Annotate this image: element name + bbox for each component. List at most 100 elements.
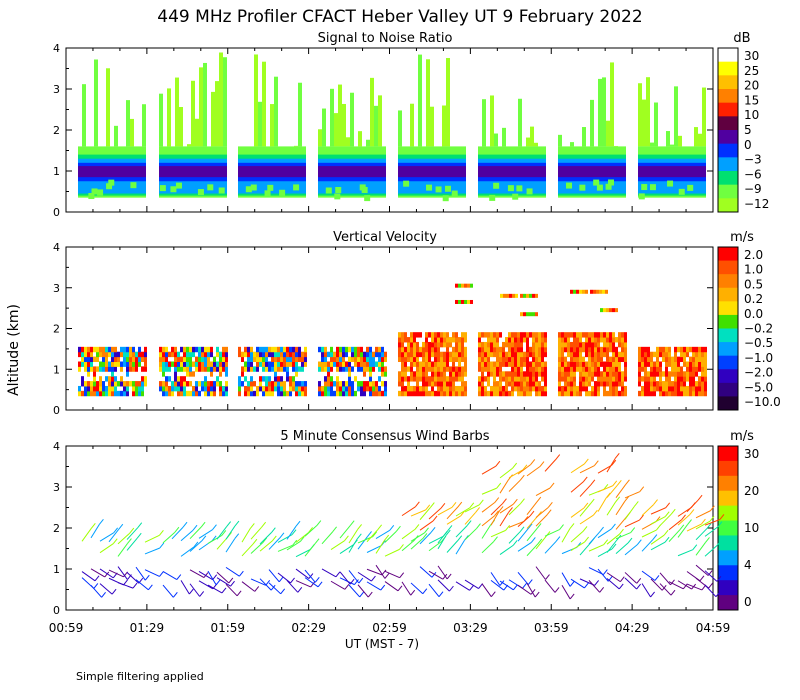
velocity-cell [567,371,570,377]
snr-cell [646,77,650,147]
wind-barb-flag [292,539,298,546]
velocity-cell [283,366,286,372]
velocity-cell [416,376,419,382]
y-tick-label: 0 [53,206,60,219]
velocity-cell [289,376,292,382]
velocity-cell [455,390,458,397]
velocity-cell [621,390,624,397]
velocity-cell [210,361,213,367]
plot-data [81,453,725,600]
velocity-cell [505,385,508,392]
velocity-cell [327,390,330,397]
velocity-cell [277,361,280,367]
velocity-cell [653,366,656,372]
colorbar-label: −0.5 [744,336,773,350]
colorbar-swatch [718,61,738,76]
velocity-cell [174,346,177,353]
velocity-cell [692,381,695,387]
wind-barb-flag [611,543,617,550]
velocity-cell [207,361,210,367]
wind-barb [375,539,386,554]
velocity-cell [195,381,198,387]
velocity-cell [541,371,544,377]
wind-barb [490,511,500,526]
wind-barb [225,538,236,553]
velocity-cell [301,381,304,387]
wind-barb-flag [527,579,533,585]
velocity-cell [490,346,493,353]
velocity-cell [573,361,576,367]
wind-barb-flag [624,496,630,502]
snr-cell [493,182,500,189]
wind-barb [99,543,114,554]
colorbar-label: 30 [744,447,759,461]
velocity-cell [529,371,532,377]
velocity-cell [478,361,481,367]
snr-cell [91,188,98,195]
velocity-cell [461,356,464,363]
velocity-cell [641,385,644,392]
snr-cell [374,105,378,147]
velocity-cell [159,356,162,363]
wind-barb-flag [536,496,542,503]
velocity-cell [117,390,120,397]
wind-barb [481,541,494,554]
velocity-cell [183,356,186,363]
velocity-cell [198,366,201,372]
wind-barb-flag [356,533,362,540]
velocity-cell [295,371,298,377]
velocity-cell [268,361,271,367]
velocity-cell [662,356,665,363]
velocity-cell [487,337,490,343]
velocity-cell [407,356,410,363]
velocity-cell [671,371,674,377]
velocity-cell [286,351,289,358]
panel-title: Vertical Velocity [333,230,437,245]
velocity-cell [529,390,532,397]
velocity-cell [327,376,330,382]
wind-barb-flag [545,574,550,580]
velocity-cell [336,366,339,372]
velocity-cell [520,371,523,377]
velocity-cell [250,351,253,358]
wind-barb-flag [449,585,454,592]
velocity-cell [579,385,582,392]
velocity-cell [428,390,431,397]
wind-barb-flag [94,575,100,582]
snr-cell [410,103,414,147]
wind-barb-flag [625,479,630,486]
velocity-cell [659,385,662,392]
wind-barb-flag [188,588,194,595]
velocity-cell [378,356,381,363]
velocity-cell [641,366,644,372]
velocity-cell [609,346,612,353]
velocity-cell [144,361,147,367]
wind-barb [597,485,613,493]
wind-barb-flag [689,509,695,515]
wind-barb [508,531,521,544]
velocity-cell [638,366,641,372]
snr-cell [526,137,530,147]
wind-barb-flag [295,520,301,527]
velocity-cell [499,376,502,382]
velocity-cell [481,385,484,392]
velocity-cell [591,346,594,353]
wind-barb-flag [193,541,199,548]
velocity-cell [449,341,452,348]
velocity-cell [440,361,443,367]
wind-barb [339,544,354,554]
snr-cell [446,58,450,147]
wind-barb [348,570,360,584]
velocity-cell [478,346,481,353]
wind-barb-flag [308,573,314,579]
wind-barb [668,529,681,542]
snr-cell [318,129,322,147]
velocity-cell [398,376,401,382]
velocity-cell [339,361,342,367]
velocity-cell [647,371,650,377]
velocity-cell [301,390,304,397]
velocity-cell [198,381,201,387]
velocity-cell [318,381,321,387]
wind-barb-flag [430,527,436,533]
snr-cell [106,183,113,190]
